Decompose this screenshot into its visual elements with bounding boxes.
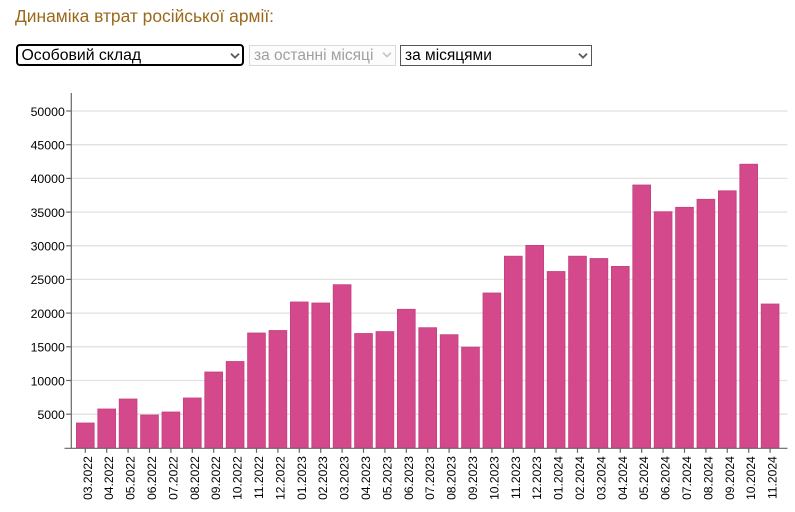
svg-text:03.2022: 03.2022 (81, 456, 95, 500)
svg-text:02.2023: 02.2023 (316, 456, 330, 500)
svg-text:20000: 20000 (31, 307, 65, 321)
svg-text:09.2023: 09.2023 (466, 456, 480, 500)
svg-text:25000: 25000 (31, 273, 65, 287)
svg-text:07.2023: 07.2023 (423, 456, 437, 500)
svg-text:03.2023: 03.2023 (338, 456, 352, 500)
svg-text:10.2022: 10.2022 (231, 456, 245, 500)
svg-text:01.2023: 01.2023 (295, 456, 309, 500)
svg-text:08.2022: 08.2022 (188, 456, 202, 500)
svg-text:11.2022: 11.2022 (252, 456, 266, 499)
svg-text:08.2023: 08.2023 (445, 456, 459, 500)
svg-text:09.2024: 09.2024 (723, 456, 737, 500)
svg-text:10.2023: 10.2023 (487, 456, 501, 500)
svg-text:06.2024: 06.2024 (659, 456, 673, 500)
svg-text:04.2023: 04.2023 (359, 456, 373, 500)
svg-text:06.2023: 06.2023 (402, 456, 416, 500)
svg-text:05.2023: 05.2023 (380, 456, 394, 500)
svg-text:10.2024: 10.2024 (744, 456, 758, 500)
svg-text:11.2024: 11.2024 (766, 456, 780, 499)
svg-text:40000: 40000 (31, 172, 65, 186)
svg-text:5000: 5000 (37, 408, 65, 422)
svg-text:05.2024: 05.2024 (637, 456, 651, 500)
svg-text:04.2022: 04.2022 (102, 456, 116, 500)
svg-text:12.2022: 12.2022 (273, 456, 287, 500)
svg-text:02.2024: 02.2024 (573, 456, 587, 500)
svg-text:01.2024: 01.2024 (552, 456, 566, 500)
svg-text:12.2023: 12.2023 (530, 456, 544, 500)
svg-text:06.2022: 06.2022 (145, 456, 159, 500)
svg-text:50000: 50000 (31, 105, 65, 119)
svg-text:04.2024: 04.2024 (616, 456, 630, 500)
svg-text:07.2024: 07.2024 (680, 456, 694, 500)
svg-text:45000: 45000 (31, 139, 65, 153)
svg-text:08.2024: 08.2024 (701, 456, 715, 500)
svg-text:15000: 15000 (31, 341, 65, 355)
svg-text:11.2023: 11.2023 (509, 456, 523, 499)
svg-text:09.2022: 09.2022 (209, 456, 223, 500)
svg-text:05.2022: 05.2022 (124, 456, 138, 500)
svg-text:07.2022: 07.2022 (166, 456, 180, 500)
svg-text:10000: 10000 (31, 374, 65, 388)
svg-text:30000: 30000 (31, 240, 65, 254)
svg-text:03.2024: 03.2024 (594, 456, 608, 500)
svg-text:35000: 35000 (31, 206, 65, 220)
